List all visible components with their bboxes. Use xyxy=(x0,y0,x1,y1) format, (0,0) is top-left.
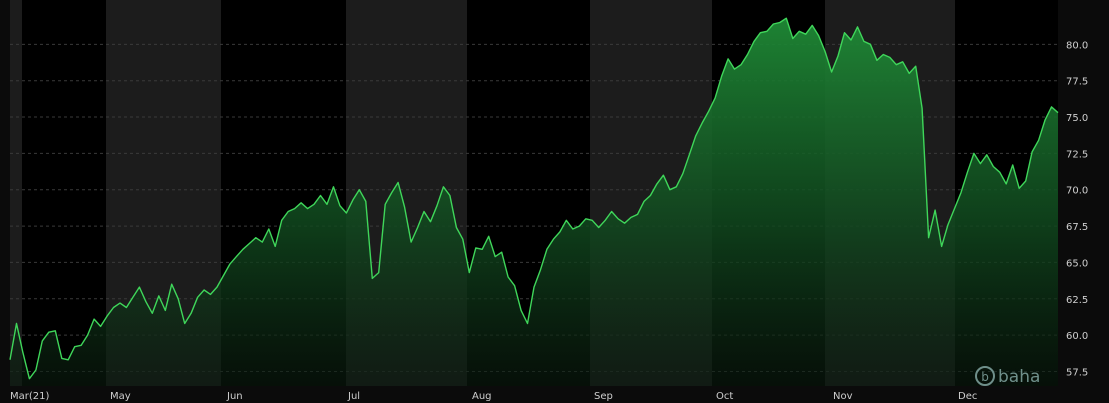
y-tick-label: 80.0 xyxy=(1066,40,1088,51)
x-tick-label: Jul xyxy=(347,391,360,402)
y-tick-label: 67.5 xyxy=(1066,222,1088,233)
x-tick-label: Jun xyxy=(226,391,243,402)
x-tick-label: Oct xyxy=(716,391,733,402)
y-tick-label: 62.5 xyxy=(1066,295,1088,306)
y-tick-label: 77.5 xyxy=(1066,77,1088,88)
y-axis: 57.5 60.0 62.5 65.0 67.5 70.0 72.5 75.0 77.5 80.0 xyxy=(1066,40,1088,378)
y-tick-label: 60.0 xyxy=(1066,331,1088,342)
y-tick-label: 70.0 xyxy=(1066,186,1088,197)
x-tick-label: Nov xyxy=(833,391,853,402)
x-axis: Mar(21) May Jun Jul Aug Sep Oct Nov Dec xyxy=(10,391,977,402)
y-tick-label: 72.5 xyxy=(1066,149,1088,160)
y-tick-label: 57.5 xyxy=(1066,367,1088,378)
y-tick-label: 65.0 xyxy=(1066,258,1088,269)
x-tick-label: Mar(21) xyxy=(10,391,49,402)
x-tick-label: Dec xyxy=(958,391,977,402)
y-tick-label: 75.0 xyxy=(1066,113,1088,124)
baha-logo-text: baha xyxy=(998,367,1040,387)
x-tick-label: May xyxy=(110,391,131,402)
baha-logo: b baha xyxy=(976,367,1040,387)
x-tick-label: Aug xyxy=(472,391,492,402)
x-tick-label: Sep xyxy=(594,391,613,402)
baha-logo-b: b xyxy=(981,370,989,384)
